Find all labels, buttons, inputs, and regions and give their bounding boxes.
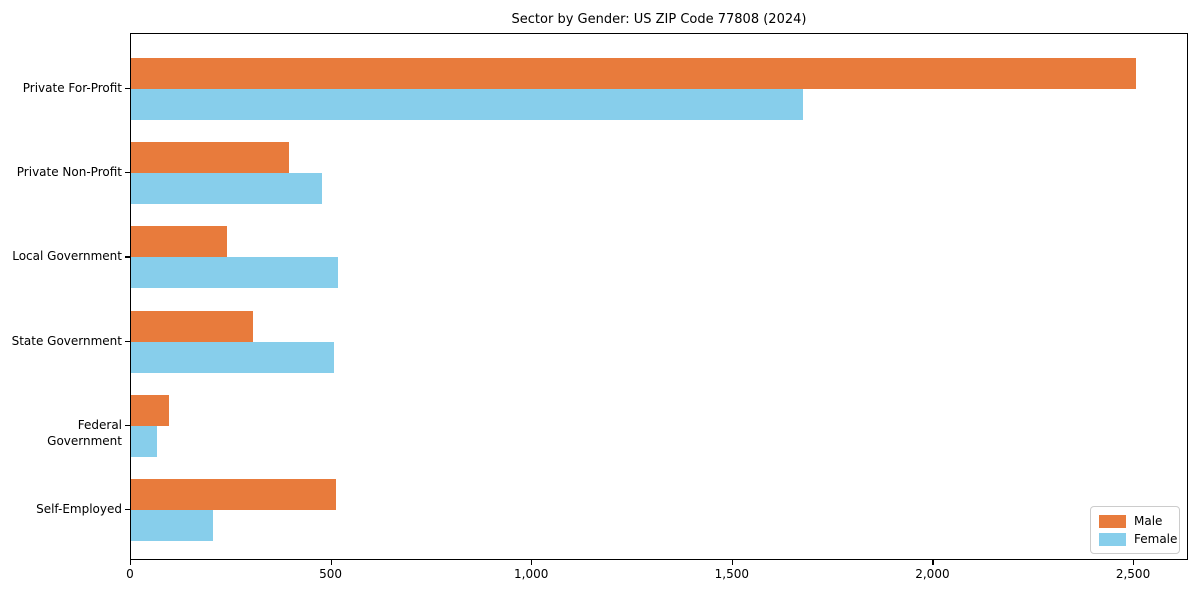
male-swatch-icon <box>1099 514 1126 528</box>
y-tick-label-local-government: Local Government <box>12 249 122 264</box>
x-tick-label-2-500: 2,500 <box>1115 567 1151 581</box>
legend-entry-male: Male <box>1099 512 1171 530</box>
x-tick-mark <box>330 560 332 565</box>
bar-male-state-government <box>131 310 254 342</box>
chart-title: Sector by Gender: US ZIP Code 77808 (202… <box>511 12 807 27</box>
y-tick-label-self-employed: Self-Employed <box>36 502 122 516</box>
bar-female-self-employed <box>131 510 214 541</box>
x-tick-label-1-500: 1,500 <box>714 567 749 581</box>
legend-entry-female: Female <box>1099 530 1177 548</box>
y-tick-mark <box>125 340 130 342</box>
legend-label-male: Male <box>1134 514 1163 528</box>
y-tick-label-state-government: State Government <box>11 333 122 348</box>
x-tick-label-1-000: 1,000 <box>514 567 549 581</box>
y-tick-label-private-for-profit: Private For-Profit <box>22 81 122 95</box>
plot-area <box>130 33 1188 560</box>
legend: Male Female <box>1090 506 1180 554</box>
legend-label-female: Female <box>1134 532 1178 546</box>
x-tick-mark <box>932 560 934 565</box>
bar-female-state-government <box>131 341 334 373</box>
x-tick-label-0: 0 <box>126 567 134 581</box>
bar-male-private-non-profit <box>131 142 290 174</box>
bar-female-federal-government <box>131 425 158 457</box>
x-tick-mark <box>1133 560 1135 565</box>
bar-female-local-government <box>131 257 338 289</box>
bar-male-self-employed <box>131 479 336 510</box>
y-tick-mark <box>125 424 130 426</box>
x-tick-mark <box>731 560 733 565</box>
female-swatch-icon <box>1099 532 1126 546</box>
bar-male-local-government <box>131 226 228 258</box>
y-tick-mark <box>125 172 130 174</box>
y-tick-mark <box>125 88 130 90</box>
x-tick-label-500: 500 <box>319 567 343 581</box>
x-tick-label-2-000: 2,000 <box>915 567 950 581</box>
bar-female-private-for-profit <box>131 89 804 120</box>
x-tick-mark <box>531 560 533 565</box>
y-tick-mark <box>125 256 130 258</box>
x-tick-mark <box>130 560 132 565</box>
bar-male-private-for-profit <box>131 58 1137 89</box>
bar-male-federal-government <box>131 394 170 426</box>
y-tick-label-private-non-profit: Private Non-Profit <box>16 165 122 180</box>
y-tick-label-federal-government: Federal Government <box>47 417 122 448</box>
bar-female-private-non-profit <box>131 173 322 205</box>
y-tick-mark <box>125 509 130 511</box>
